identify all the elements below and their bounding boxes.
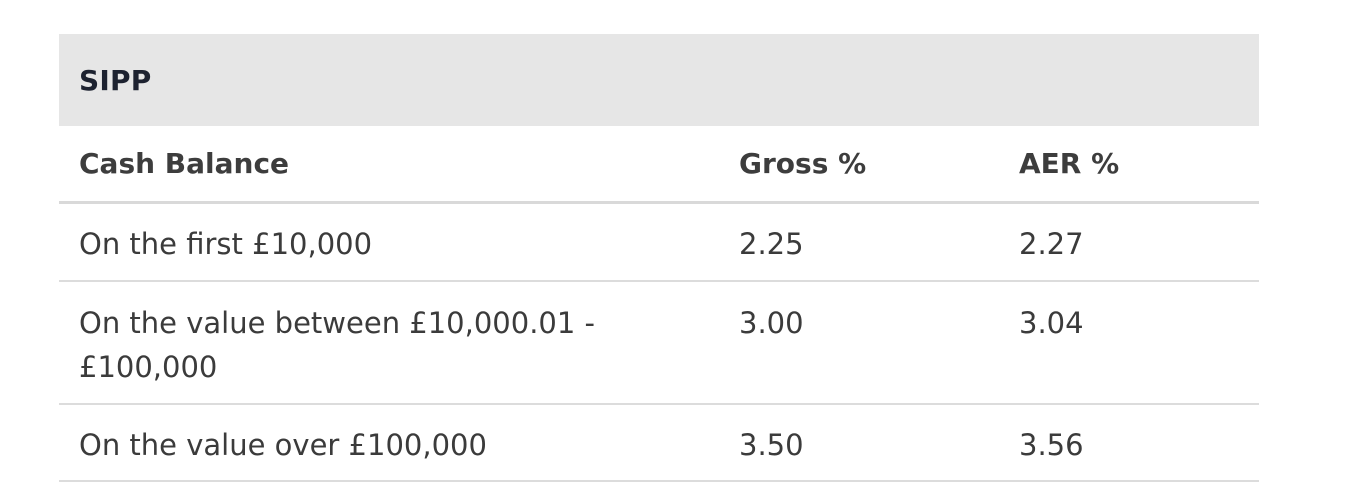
sipp-rates-table: SIPP Cash Balance Gross % AER % On the f…: [59, 34, 1259, 482]
cell-aer: 2.27: [1019, 227, 1084, 261]
cell-cash-balance: On the value between £10,000.01 - £100,0…: [79, 306, 596, 384]
table-title-bar: SIPP: [59, 34, 1259, 126]
table-row: On the first £10,000 2.25 2.27: [59, 204, 1259, 282]
cell-aer: 3.04: [1019, 306, 1084, 340]
header-aer: AER %: [1019, 147, 1120, 180]
cell-cash-balance: On the first £10,000: [79, 227, 373, 261]
header-cash-balance: Cash Balance: [79, 147, 290, 180]
cell-gross: 3.00: [739, 306, 804, 340]
table-header-row: Cash Balance Gross % AER %: [59, 126, 1259, 204]
table-title: SIPP: [79, 63, 152, 97]
header-gross: Gross %: [739, 147, 867, 180]
cell-cash-balance: On the value over £100,000: [79, 428, 487, 462]
table-row: On the value over £100,000 3.50 3.56: [59, 405, 1259, 482]
cell-gross: 3.50: [739, 428, 804, 462]
cell-aer: 3.56: [1019, 428, 1084, 462]
table-row: On the value between £10,000.01 - £100,0…: [59, 282, 1259, 405]
cell-gross: 2.25: [739, 227, 804, 261]
